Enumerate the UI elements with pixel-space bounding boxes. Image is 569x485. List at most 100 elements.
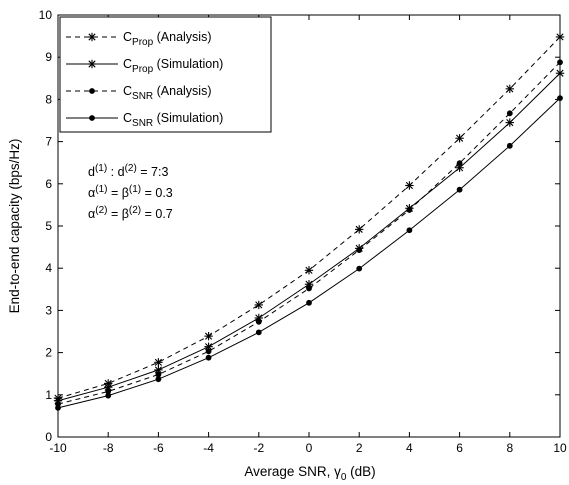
x-tick-label: -6 (153, 441, 164, 455)
series-3-point (306, 285, 312, 292)
y-tick-label: 8 (45, 92, 52, 106)
x-axis-label: Average SNR, γ0 (dB) (244, 464, 375, 483)
x-axis-label-unit: (dB) (346, 464, 375, 479)
y-tick-label: 7 (45, 135, 52, 149)
series-4-point (155, 376, 162, 383)
legend-label-main: C (123, 30, 132, 44)
star-marker-stroke (456, 134, 464, 142)
series-3-point (255, 318, 262, 325)
series-1-point (455, 134, 464, 143)
legend-label: CProp (Analysis) (123, 30, 212, 48)
annotation-text: = 7:3 (137, 165, 169, 179)
series-2-point (154, 365, 163, 375)
annotation-line: α(2) = β(2) = 0.7 (88, 205, 173, 221)
legend-label-main: C (123, 84, 132, 98)
annotation-superscript: (1) (129, 184, 141, 195)
series-2-point (505, 118, 514, 127)
star-marker-stroke (405, 181, 413, 190)
legend-label: CSNR (Analysis) (123, 84, 212, 102)
x-tick-label: 8 (506, 441, 513, 455)
x-tick-label: 6 (456, 441, 463, 455)
series-4-point (456, 186, 463, 193)
y-axis-label: End-to-end capacity (bps/Hz) (7, 139, 22, 314)
series-3 (55, 59, 563, 407)
legend-swatch-marker (87, 59, 97, 69)
x-tick-label: 0 (306, 441, 313, 455)
series-1-point (304, 266, 314, 275)
x-tick-label: 2 (356, 441, 363, 455)
star-marker-stroke (154, 358, 162, 366)
y-tick-label: 9 (45, 50, 52, 64)
series-3-point (506, 110, 513, 117)
x-tick-label: 10 (553, 441, 567, 455)
annotation-text: = 0.3 (141, 186, 173, 200)
series-3-line (57, 61, 561, 405)
star-marker-stroke (456, 164, 464, 172)
series-4-point (255, 329, 262, 336)
legend-label-tail: (Analysis) (153, 84, 211, 98)
annotation-superscript: (2) (125, 163, 137, 174)
legend-box (59, 16, 272, 133)
star-marker-stroke (355, 225, 363, 233)
series-1-point (505, 84, 514, 94)
star-marker-stroke (506, 85, 514, 93)
series-3-point (105, 388, 112, 395)
legend-swatch-marker (89, 88, 95, 94)
y-tick-label: 0 (45, 430, 52, 444)
annotation-text: α (88, 186, 95, 200)
x-tick-label: -8 (103, 441, 114, 455)
plot-marks (53, 32, 565, 411)
series-1-point (154, 358, 163, 367)
series-3-point (205, 348, 212, 355)
star-marker-stroke (104, 383, 112, 391)
series-3-point (356, 247, 363, 253)
legend-label-subscript: SNR (132, 91, 153, 102)
legend: CProp (Analysis)CProp (Simulation)CSNR (… (59, 16, 272, 133)
series-1-point (405, 181, 414, 190)
legend-label-tail: (Simulation) (153, 111, 223, 125)
legend-label-tail: (Analysis) (153, 30, 211, 44)
y-tick-label: 5 (45, 219, 52, 233)
series-1-point (254, 300, 263, 310)
x-tick-label: -2 (253, 441, 264, 455)
star-marker-stroke (205, 332, 213, 340)
legend-label: CSNR (Simulation) (123, 111, 223, 129)
legend-swatch-marker (89, 115, 95, 121)
series-4-point (205, 354, 212, 361)
legend-label-tail: (Simulation) (153, 57, 223, 71)
star-marker-stroke (305, 266, 313, 274)
star-marker-stroke (255, 301, 263, 309)
annotation-text: : d (107, 165, 124, 179)
y-tick-label: 2 (45, 346, 52, 360)
star-marker-stroke (154, 366, 162, 374)
series-3-point (406, 207, 413, 213)
y-tick-label: 1 (45, 388, 52, 402)
axis-ticks: -10 -8 -6 -4 -2 0 2 4 6 8 10 0 1 2 3 4 5 6 7 8 9 10 (39, 8, 567, 455)
legend-label-subscript: SNR (132, 118, 153, 129)
series-4-point (406, 227, 413, 234)
annotation-line: d(1) : d(2) = 7:3 (88, 163, 168, 179)
series-1-point (204, 331, 213, 341)
legend-label-subscript: Prop (132, 64, 154, 75)
annotation-text: = β (107, 207, 128, 221)
x-axis-label-subscript: 0 (341, 472, 347, 483)
x-tick-label: -10 (49, 441, 67, 455)
parameter-annotations: d(1) : d(2) = 7:3α(1) = β(1) = 0.3α(2) =… (88, 163, 173, 221)
x-axis-label-main: Average SNR, γ (244, 464, 341, 479)
x-tick-label: -4 (203, 441, 214, 455)
legend-label-subscript: Prop (132, 37, 154, 48)
annotation-superscript: (1) (95, 184, 107, 195)
annotation-text: α (88, 207, 95, 221)
series-2-point (204, 342, 213, 351)
annotation-text: = β (107, 186, 128, 200)
series-1-point (355, 225, 364, 234)
legend-label-main: C (123, 57, 132, 71)
star-marker-stroke (205, 343, 213, 351)
series-3-point (456, 160, 463, 167)
star-marker-stroke (88, 60, 96, 68)
series-4-point (506, 142, 513, 149)
annotation-text: d (88, 165, 95, 179)
legend-label: CProp (Simulation) (123, 57, 223, 75)
series-4-point (356, 265, 363, 272)
